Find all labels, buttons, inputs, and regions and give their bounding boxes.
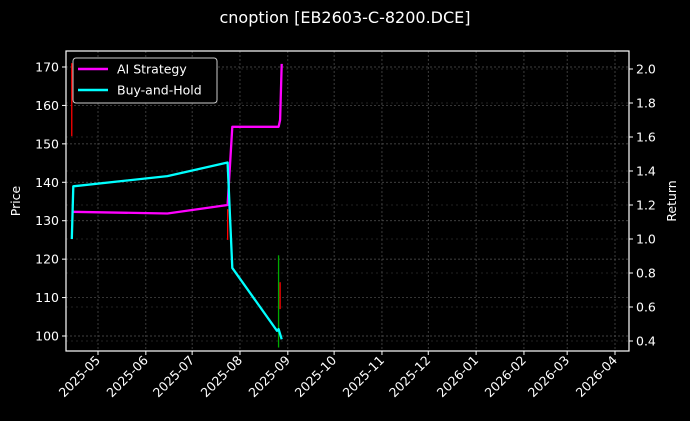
y-left-tick-label: 150 (35, 136, 59, 151)
series-line-ai-strategy (71, 63, 283, 215)
x-tick-label: 2026-02 (482, 353, 530, 401)
y-right-tick-label: 2.0 (636, 62, 656, 77)
y-right-tick-label: 0.6 (636, 300, 656, 315)
x-tick-label: 2025-07 (150, 353, 198, 401)
y-left-tick-label: 130 (35, 213, 59, 228)
x-tick-label: 2025-10 (292, 352, 340, 400)
x-tick-label: 2026-04 (573, 352, 621, 400)
legend-label-ai-strategy: AI Strategy (117, 62, 187, 77)
y-right-tick-label: 1.6 (636, 130, 656, 145)
y-left-tick-label: 170 (35, 60, 59, 75)
x-tick-label: 2026-03 (525, 353, 573, 401)
y-axis-left-label: Price (8, 185, 23, 216)
x-tick-label: 2025-08 (198, 352, 246, 400)
y-left-tick-label: 160 (35, 98, 59, 113)
legend: AI Strategy Buy-and-Hold (72, 57, 218, 104)
y-right-tick-label: 1.0 (636, 232, 656, 247)
y-left-tick-label: 110 (35, 290, 59, 305)
grid (66, 51, 629, 351)
y-left-tick-label: 100 (35, 329, 59, 344)
y-right-tick-label: 0.4 (636, 334, 656, 349)
x-tick-label: 2025-12 (386, 353, 434, 401)
series-lines (70, 63, 283, 340)
y-right-tick-label: 1.4 (636, 164, 656, 179)
chart-title: cnoption [EB2603-C-8200.DCE] (219, 8, 471, 27)
x-tick-label: 2025-06 (103, 352, 151, 400)
x-tick-label: 2025-09 (245, 352, 293, 400)
x-tick-label: 2026-01 (434, 353, 482, 401)
y-left-tick-label: 140 (35, 175, 59, 190)
candles (71, 63, 281, 348)
series-line-buy-and-hold (70, 161, 283, 340)
y-axis-right-label: Return (664, 180, 679, 221)
y-left-tick-label: 120 (35, 252, 59, 267)
y-right-tick-label: 1.8 (636, 96, 656, 111)
y-axis-left: 100 110 120 130 140 150 160 170 (35, 60, 66, 344)
plot-frame (65, 50, 630, 352)
x-tick-label: 2025-11 (340, 353, 388, 401)
x-tick-label: 2025-05 (56, 353, 104, 401)
y-right-tick-label: 1.2 (636, 198, 656, 213)
y-axis-right: 0.4 0.6 0.8 1.0 1.2 1.4 1.6 1.8 2.0 (629, 62, 656, 349)
legend-label-buy-and-hold: Buy-and-Hold (117, 83, 202, 98)
y-right-tick-label: 0.8 (636, 266, 656, 281)
